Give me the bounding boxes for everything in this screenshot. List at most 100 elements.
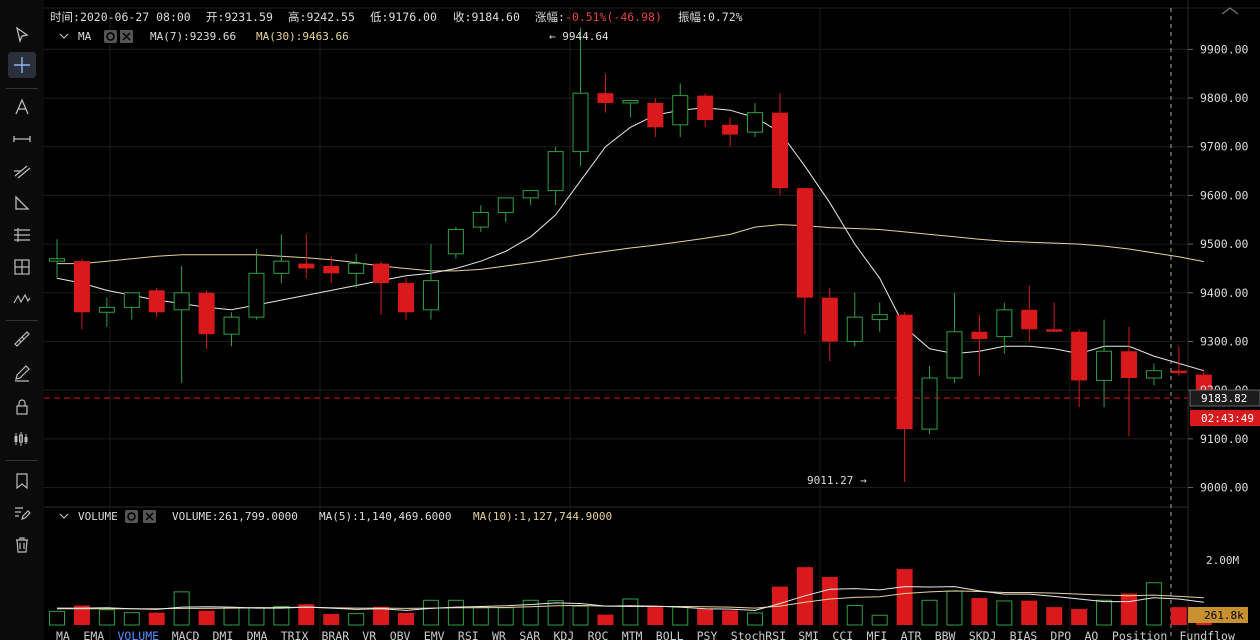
indicator-tab[interactable]: SKDJ [969, 629, 997, 640]
text-tool-icon[interactable] [8, 94, 36, 120]
indicator-tab[interactable]: MTM [622, 629, 643, 640]
candle-body [223, 316, 240, 335]
parallel-lines-icon[interactable] [8, 158, 36, 184]
cursor-arrow-icon[interactable] [8, 22, 36, 48]
indicator-tab[interactable]: PSY [697, 629, 718, 640]
volume-bar [148, 612, 165, 625]
indicator-tab[interactable]: CCI [832, 629, 853, 640]
volume-ma10-value: MA(10):1,127,744.9000 [473, 510, 612, 523]
wave-pattern-icon[interactable] [8, 286, 36, 312]
candle-body [996, 309, 1013, 338]
volume-bar [123, 612, 140, 626]
close-icon[interactable] [143, 510, 156, 523]
amplitude-label: 振幅: [678, 10, 708, 24]
indicator-tab[interactable]: Fundflow [1180, 629, 1235, 640]
volume-bar [971, 598, 988, 625]
close-icon[interactable] [120, 30, 133, 43]
trash-icon[interactable] [8, 532, 36, 558]
indicator-tab[interactable]: SMI [798, 629, 819, 640]
ma7-series [56, 107, 1204, 372]
volume-bar [946, 590, 963, 626]
candle-body [747, 112, 764, 133]
vertical-grid-lines [109, 8, 1071, 640]
candle-body [622, 99, 639, 104]
low-marker: 9011.27 → [807, 474, 867, 487]
indicator-tab[interactable]: ATR [901, 629, 922, 640]
indicator-tab[interactable]: VOLUME [118, 629, 160, 640]
ruler-icon[interactable] [8, 326, 36, 352]
candle-body [248, 272, 265, 318]
candle-body [647, 102, 664, 128]
indicator-tab[interactable]: MFI [867, 629, 888, 640]
candle-body [148, 290, 165, 313]
time-value: 2020-06-27 08:00 [80, 10, 191, 24]
indicator-tab[interactable]: RSI [458, 629, 479, 640]
indicator-tab[interactable]: EMA [83, 629, 104, 640]
indicator-tab[interactable]: BOLL [656, 629, 684, 640]
indicator-tab[interactable]: VR [362, 629, 376, 640]
indicator-tab[interactable]: DPO [1050, 629, 1071, 640]
gear-icon[interactable] [125, 510, 138, 523]
indicator-tab[interactable]: DMA [247, 629, 268, 640]
candle-body [73, 261, 90, 313]
grid-tool-icon[interactable] [8, 254, 36, 280]
indicator-tab[interactable]: OBV [390, 629, 411, 640]
candle-body [1170, 370, 1187, 374]
ma30-line [57, 224, 1204, 272]
open-value: 9231.59 [224, 10, 273, 24]
indicator-tab[interactable]: BIAS [1010, 629, 1038, 640]
toolbar-divider [6, 460, 38, 461]
price-tick-label: 9400.00 [1200, 286, 1249, 300]
candle-body [1145, 370, 1162, 379]
indicator-tab[interactable]: TRIX [281, 629, 309, 640]
indicator-tab[interactable]: BBW [935, 629, 956, 640]
volume-bar [1071, 609, 1088, 625]
candle-body [173, 292, 190, 311]
candle-body [348, 263, 365, 274]
triangle-tool-icon[interactable] [8, 190, 36, 216]
chevron-down-icon[interactable] [59, 513, 69, 519]
candles-visibility-icon[interactable] [8, 426, 36, 452]
candle-body [98, 306, 115, 313]
candle-body [672, 95, 689, 126]
indicator-tab[interactable]: WR [492, 629, 506, 640]
ma-legend: MA MA(7):9239.66 MA(30):9463.66 [59, 30, 349, 43]
grid-lines [44, 48, 1188, 489]
volume-series [49, 567, 1212, 626]
candle-body [298, 263, 315, 269]
gear-icon[interactable] [104, 30, 117, 43]
chevron-down-icon[interactable] [59, 33, 69, 39]
horizontal-ray-icon[interactable] [8, 126, 36, 152]
lock-icon[interactable] [8, 394, 36, 420]
price-tick-label: 9000.00 [1200, 481, 1249, 495]
collapse-icon[interactable] [1221, 7, 1239, 15]
ma-legend-name: MA [78, 30, 92, 43]
volume-ma5-value: MA(5):1,140,469.6000 [319, 510, 451, 523]
candle-body [921, 377, 938, 430]
pencil-icon[interactable] [8, 360, 36, 386]
volume-bar [547, 600, 564, 626]
indicator-tab[interactable]: AO [1085, 629, 1099, 640]
volume-ma5-line [57, 586, 1204, 611]
edit-list-icon[interactable] [8, 500, 36, 526]
price-axis[interactable]: 9900.00 9800.00 9700.00 9600.00 9500.00 9400.… [1188, 42, 1249, 495]
bookmark-icon[interactable] [8, 468, 36, 494]
indicator-tab[interactable]: Position [1112, 629, 1167, 640]
indicator-tab[interactable]: ROC [588, 629, 609, 640]
indicator-tab[interactable]: DMI [213, 629, 234, 640]
fibonacci-icon[interactable] [8, 222, 36, 248]
indicator-tab[interactable]: BRAR [322, 629, 350, 640]
volume-bar [49, 610, 65, 626]
change-value: -0.51%(-46.98) [565, 10, 662, 24]
current-volume-tag: 261.8k [1188, 607, 1248, 623]
indicator-tab[interactable]: MA [56, 629, 70, 640]
ma7-line [56, 107, 1204, 372]
indicator-tab[interactable]: MACD [172, 629, 200, 640]
indicator-tab[interactable]: EMV [424, 629, 445, 640]
indicator-tab[interactable]: SAR [519, 629, 540, 640]
volume-bar [572, 605, 589, 626]
indicator-tab[interactable]: StochRSI [731, 629, 786, 640]
crosshair-icon[interactable] [8, 52, 36, 78]
indicator-tab[interactable]: KDJ [554, 629, 575, 640]
